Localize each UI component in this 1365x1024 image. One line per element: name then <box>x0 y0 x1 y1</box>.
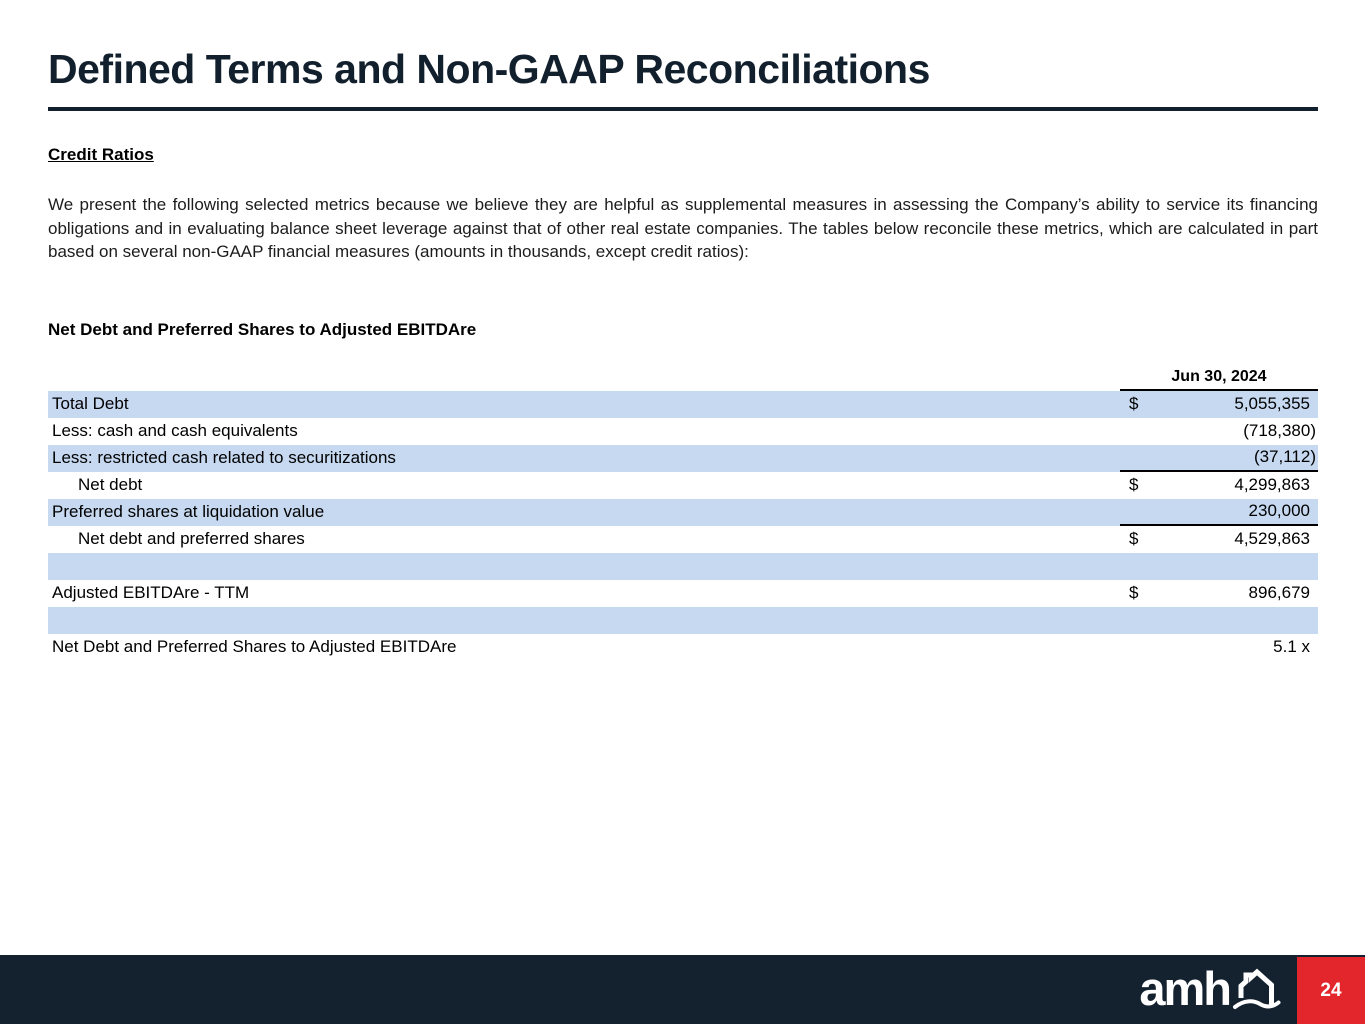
row-label <box>48 553 1120 580</box>
page-number: 24 <box>1320 979 1342 1001</box>
row-value-group: 5.1 x <box>1120 634 1318 661</box>
column-header-date: Jun 30, 2024 <box>1120 365 1318 391</box>
table-spacer-row <box>48 606 1318 634</box>
row-label: Adjusted EBITDAre - TTM <box>52 583 250 602</box>
row-value: (718,380) <box>1243 421 1316 440</box>
row-value-group: $896,679 <box>1120 580 1318 607</box>
title-rule <box>48 107 1318 111</box>
row-value: (37,112) <box>1253 447 1316 466</box>
row-value: 5,055,355 <box>1234 394 1310 413</box>
table-row: Total Debt $5,055,355 <box>48 390 1318 418</box>
page-title: Defined Terms and Non-GAAP Reconciliatio… <box>48 46 930 92</box>
table-row: Less: restricted cash related to securit… <box>48 444 1318 472</box>
intro-paragraph: We present the following selected metric… <box>48 195 1318 261</box>
row-value-group: (37,112) <box>1120 445 1318 472</box>
row-value: 896,679 <box>1248 583 1310 602</box>
reconciliation-table-body: Total Debt $5,055,355 Less: cash and cash … <box>48 390 1318 661</box>
row-value: 4,299,863 <box>1234 475 1310 494</box>
slide-content: Defined Terms and Non-GAAP Reconciliatio… <box>48 0 1318 661</box>
row-value-group: $4,299,863 <box>1120 472 1318 499</box>
table-row: Net Debt and Preferred Shares to Adjuste… <box>48 634 1318 661</box>
table-header-row: Jun 30, 2024 <box>48 365 1318 391</box>
row-label: Net debt <box>78 475 143 494</box>
currency-symbol: $ <box>1129 475 1139 494</box>
row-label: Less: cash and cash equivalents <box>52 421 298 440</box>
reconciliation-table: Jun 30, 2024 Total Debt $5,055,355 Less: c… <box>48 365 1318 661</box>
table-row: Adjusted EBITDAre - TTM $896,679 <box>48 580 1318 607</box>
currency-symbol: $ <box>1129 394 1139 413</box>
currency-symbol: $ <box>1129 529 1139 548</box>
currency-symbol: $ <box>1129 583 1139 602</box>
row-value-group <box>1120 607 1318 634</box>
house-icon <box>1233 968 1281 1009</box>
row-value-group: $5,055,355 <box>1120 391 1318 418</box>
table-row: Net debt $4,299,863 <box>48 472 1318 499</box>
footer-bar <box>0 955 1365 1024</box>
row-label <box>48 607 1120 634</box>
row-value: 5.1 x <box>1273 637 1310 656</box>
section-heading: Credit Ratios <box>48 145 154 164</box>
table-row: Net debt and preferred shares $4,529,863 <box>48 526 1318 553</box>
table-row: Preferred shares at liquidation value 230… <box>48 498 1318 526</box>
row-label: Net Debt and Preferred Shares to Adjuste… <box>52 637 457 656</box>
row-label: Less: restricted cash related to securit… <box>52 448 396 467</box>
row-value-group: (718,380) <box>1120 418 1318 445</box>
table-row: Less: cash and cash equivalents (718,380) <box>48 418 1318 445</box>
table-title: Net Debt and Preferred Shares to Adjuste… <box>48 319 477 339</box>
row-value: 230,000 <box>1248 501 1310 520</box>
row-label: Net debt and preferred shares <box>78 529 305 548</box>
table-spacer-row <box>48 552 1318 580</box>
row-value-group: $4,529,863 <box>1120 526 1318 553</box>
row-label: Preferred shares at liquidation value <box>52 502 325 521</box>
row-label: Total Debt <box>52 394 129 413</box>
row-value: 4,529,863 <box>1234 529 1310 548</box>
amh-logo-text: amh <box>1139 962 1232 1015</box>
row-value-group <box>1120 553 1318 580</box>
row-value-group: 230,000 <box>1120 499 1318 526</box>
page-number-tab: 24 <box>1297 957 1365 1024</box>
amh-logo: amh <box>1139 964 1281 1016</box>
